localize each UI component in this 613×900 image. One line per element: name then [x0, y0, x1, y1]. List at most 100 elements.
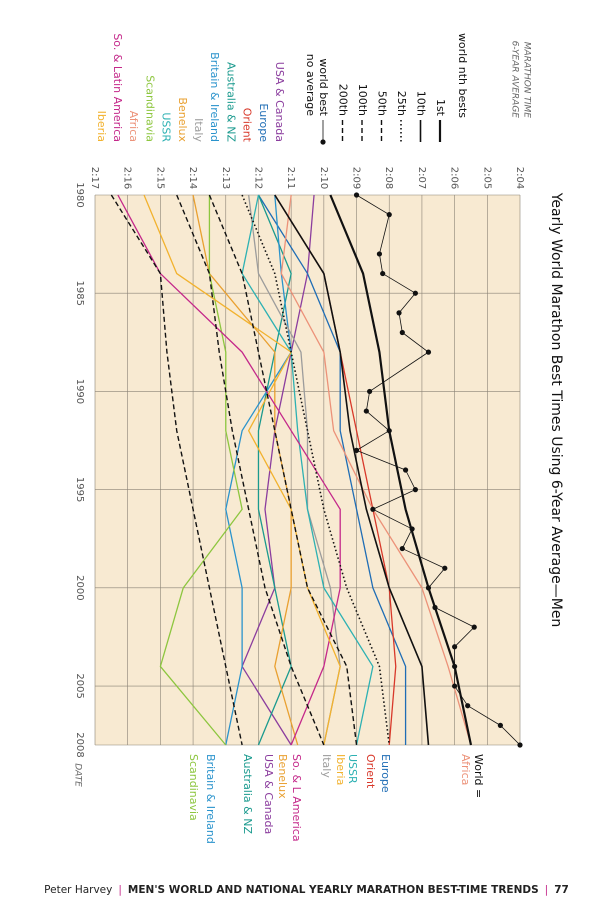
legend-label: 1st — [434, 99, 447, 117]
data-point — [370, 506, 376, 512]
legend-label: Italy — [192, 118, 205, 142]
legend-label: Britain & Ireland — [208, 52, 221, 142]
data-point — [471, 624, 477, 630]
footer-title: MEN'S WORLD AND NATIONAL YEARLY MARATHON… — [127, 884, 539, 896]
legend-label: 25th — [395, 91, 408, 116]
data-point — [376, 251, 383, 257]
page-number: 77 — [554, 884, 569, 896]
y-tick-label: 2:04 — [514, 167, 525, 189]
chart: Yearly World Marathon Best Times Using 6… — [73, 33, 565, 844]
data-point — [363, 408, 369, 414]
data-point — [396, 310, 402, 316]
data-line — [176, 194, 325, 746]
data-line — [110, 194, 243, 746]
data-point — [386, 428, 392, 434]
data-point — [353, 447, 360, 453]
data-point — [367, 388, 373, 395]
y-tick-label: 2:10 — [318, 167, 329, 189]
data-point — [409, 526, 415, 532]
data-line — [208, 194, 358, 746]
legend-label: USA & Canada — [273, 62, 286, 142]
y-tick-label: 2:11 — [285, 167, 296, 189]
end-label: Scandinavia — [187, 754, 200, 821]
data-point — [497, 722, 503, 728]
end-label: USSR — [346, 754, 359, 784]
end-label: Benelux — [276, 754, 289, 799]
data-line — [117, 194, 341, 746]
legend-title: world nth bests — [456, 33, 469, 118]
end-label: Australia & NZ — [241, 754, 254, 834]
y-axis-label: MARATHON TIME — [522, 42, 532, 119]
data-point — [465, 703, 471, 709]
end-label: Orient — [364, 754, 377, 789]
end-label: So. & L America — [290, 754, 303, 842]
data-point — [425, 585, 432, 591]
data-point — [452, 644, 458, 650]
data-line — [274, 194, 430, 746]
end-label: World = — [472, 754, 485, 798]
legend-label: 50th — [376, 91, 389, 116]
y-tick-label: 2:07 — [416, 167, 427, 189]
legend-note: no average — [304, 54, 317, 116]
legend-label: 200th — [337, 84, 350, 116]
data-point — [399, 329, 405, 336]
data-line — [329, 194, 473, 746]
y-tick-label: 2:15 — [154, 167, 165, 189]
y-tick-label: 2:17 — [89, 167, 100, 189]
x-tick-label: 2000 — [74, 575, 85, 600]
data-point — [380, 270, 386, 277]
legend-label: USSR — [160, 112, 173, 142]
data-line — [241, 194, 374, 746]
x-tick-label: 2005 — [74, 673, 85, 698]
data-point — [386, 212, 392, 218]
y-axis-label: 6-YEAR AVERAGE — [510, 41, 520, 119]
data-line — [280, 194, 472, 746]
y-tick-label: 2:14 — [187, 167, 198, 189]
legend-label: Scandinavia — [143, 75, 156, 142]
y-tick-label: 2:06 — [449, 167, 460, 189]
x-axis-label: DATE — [73, 763, 83, 787]
legend-label: Africa — [127, 111, 140, 142]
data-point — [402, 467, 409, 473]
y-tick-label: 2:05 — [481, 167, 492, 189]
data-point — [412, 290, 418, 296]
data-point — [442, 565, 448, 571]
y-tick-label: 2:13 — [220, 167, 231, 189]
x-tick-label: 1995 — [74, 477, 85, 502]
data-point — [452, 663, 458, 670]
legend-label: 10th — [415, 91, 428, 116]
legend-label: Iberia — [95, 111, 108, 142]
data-point — [412, 487, 418, 493]
footer-author: Peter Harvey — [44, 884, 113, 896]
end-label: Africa — [459, 754, 472, 785]
legend-label: Australia & NZ — [224, 62, 237, 142]
legend-label: Benelux — [176, 97, 189, 142]
y-tick-label: 2:12 — [252, 167, 263, 189]
data-point — [399, 545, 405, 552]
x-tick-label: 1980 — [74, 182, 85, 207]
legend-label: 100th — [356, 84, 369, 116]
y-tick-label: 2:09 — [351, 167, 362, 189]
end-label: Italy — [320, 754, 333, 778]
data-line — [143, 194, 341, 746]
end-label: Britain & Ireland — [204, 754, 217, 844]
data-line — [159, 195, 243, 746]
data-point — [425, 349, 432, 355]
chart-title: Yearly World Marathon Best Times Using 6… — [548, 192, 564, 628]
data-line — [248, 194, 341, 746]
end-label: Europe — [379, 754, 392, 793]
y-tick-label: 2:08 — [383, 167, 394, 189]
legend-label: So. & Latin America — [111, 33, 124, 142]
data-point — [452, 683, 458, 689]
data-point — [432, 604, 438, 611]
end-label: USA & Canada — [262, 754, 275, 834]
legend-marker — [320, 139, 326, 145]
x-tick-label: 1985 — [74, 280, 85, 305]
x-tick-label: 2008 — [74, 732, 85, 757]
legend-label: world best — [317, 58, 330, 116]
end-label: Iberia — [334, 754, 347, 785]
x-tick-label: 1990 — [74, 379, 85, 404]
data-point — [517, 742, 523, 748]
legend-label: Orient — [241, 108, 254, 143]
